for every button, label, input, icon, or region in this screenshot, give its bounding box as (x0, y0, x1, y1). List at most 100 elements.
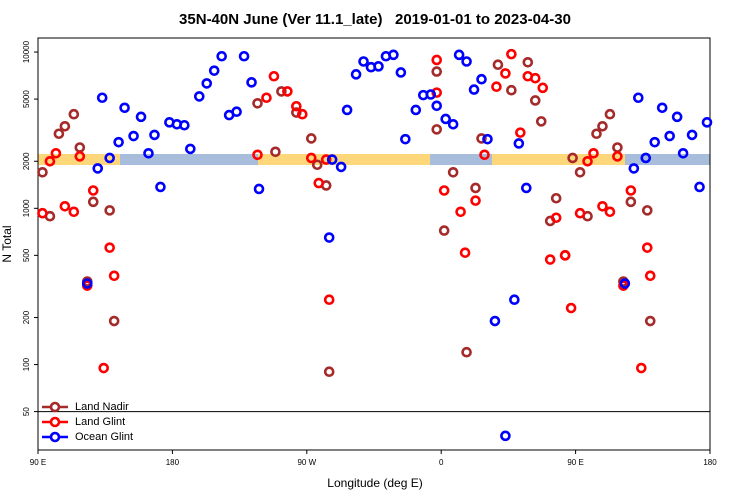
point (671, 111, 683, 123)
point (410, 104, 422, 116)
point (574, 207, 586, 219)
point (135, 111, 147, 123)
point (641, 205, 653, 216)
point (604, 206, 616, 218)
point (96, 92, 108, 104)
point (193, 91, 205, 102)
point (574, 167, 586, 178)
point (544, 254, 556, 265)
y-tick-label: 100 (22, 357, 31, 371)
point (431, 54, 443, 66)
point (597, 120, 608, 132)
point (550, 212, 562, 224)
x-tick-label: 90 W (297, 458, 316, 467)
point (644, 315, 656, 327)
point (74, 151, 86, 162)
point (559, 250, 571, 261)
y-tick-label: 50 (22, 407, 31, 416)
point (425, 89, 437, 100)
point (461, 346, 472, 358)
point (128, 130, 139, 142)
point (238, 50, 250, 62)
point (74, 142, 86, 153)
point (297, 108, 308, 120)
surface-band (38, 154, 710, 165)
chart-title: 35N-40N June (Ver 11.1_late) 2019-01-01 … (179, 11, 571, 28)
point (291, 100, 302, 112)
point (268, 70, 280, 82)
point (104, 205, 115, 216)
point (326, 154, 338, 165)
point (447, 118, 459, 130)
point (438, 185, 450, 196)
point (113, 136, 124, 148)
point (656, 102, 668, 114)
point (664, 130, 675, 142)
point (149, 129, 160, 141)
point (636, 362, 647, 374)
point (50, 147, 62, 159)
point (649, 136, 661, 148)
point (491, 81, 502, 93)
point (694, 181, 705, 193)
point (87, 196, 99, 208)
point (201, 78, 213, 89)
plot-frame (37, 37, 711, 451)
x-axis-label: Longitude (deg E) (327, 476, 422, 490)
point (479, 149, 490, 161)
point (550, 192, 562, 204)
point (468, 84, 480, 95)
legend-label: Land Nadir (75, 401, 129, 413)
point (537, 82, 549, 94)
point (59, 201, 71, 212)
point (529, 95, 541, 106)
point (644, 270, 656, 282)
point (506, 48, 517, 60)
legend-marker (49, 431, 61, 443)
point (591, 128, 602, 140)
point (567, 152, 578, 164)
point (522, 56, 534, 68)
y-tick-label: 500 (22, 248, 31, 262)
point (701, 117, 713, 128)
point (625, 185, 637, 196)
point (252, 149, 263, 161)
point (253, 183, 265, 195)
point (323, 366, 335, 378)
point (509, 294, 520, 306)
point (500, 68, 511, 79)
point (388, 49, 399, 61)
point (350, 69, 362, 80)
x-tick-label: 0 (439, 458, 444, 467)
point (513, 138, 525, 149)
point (261, 92, 272, 104)
y-tick-label: 2000 (22, 152, 31, 170)
legend-label: Land Glint (75, 416, 125, 428)
point (216, 50, 227, 62)
x-tick-label: 180 (166, 458, 180, 467)
point (104, 152, 115, 164)
point (612, 142, 623, 153)
point (323, 232, 335, 243)
point (640, 152, 652, 164)
point (476, 73, 487, 85)
legend-marker (49, 401, 61, 413)
point (108, 270, 120, 282)
point (431, 124, 443, 135)
point (515, 127, 526, 138)
point (521, 182, 532, 194)
point (44, 155, 56, 167)
point (492, 59, 504, 70)
point (597, 201, 608, 212)
point (565, 302, 577, 314)
point (431, 100, 443, 112)
point (619, 278, 631, 289)
y-tick-label: 200 (22, 310, 31, 324)
point (98, 362, 110, 374)
point (625, 196, 637, 208)
y-tick-label: 5000 (22, 90, 31, 108)
legend-marker (49, 416, 61, 428)
point (438, 225, 450, 236)
point (455, 206, 466, 218)
